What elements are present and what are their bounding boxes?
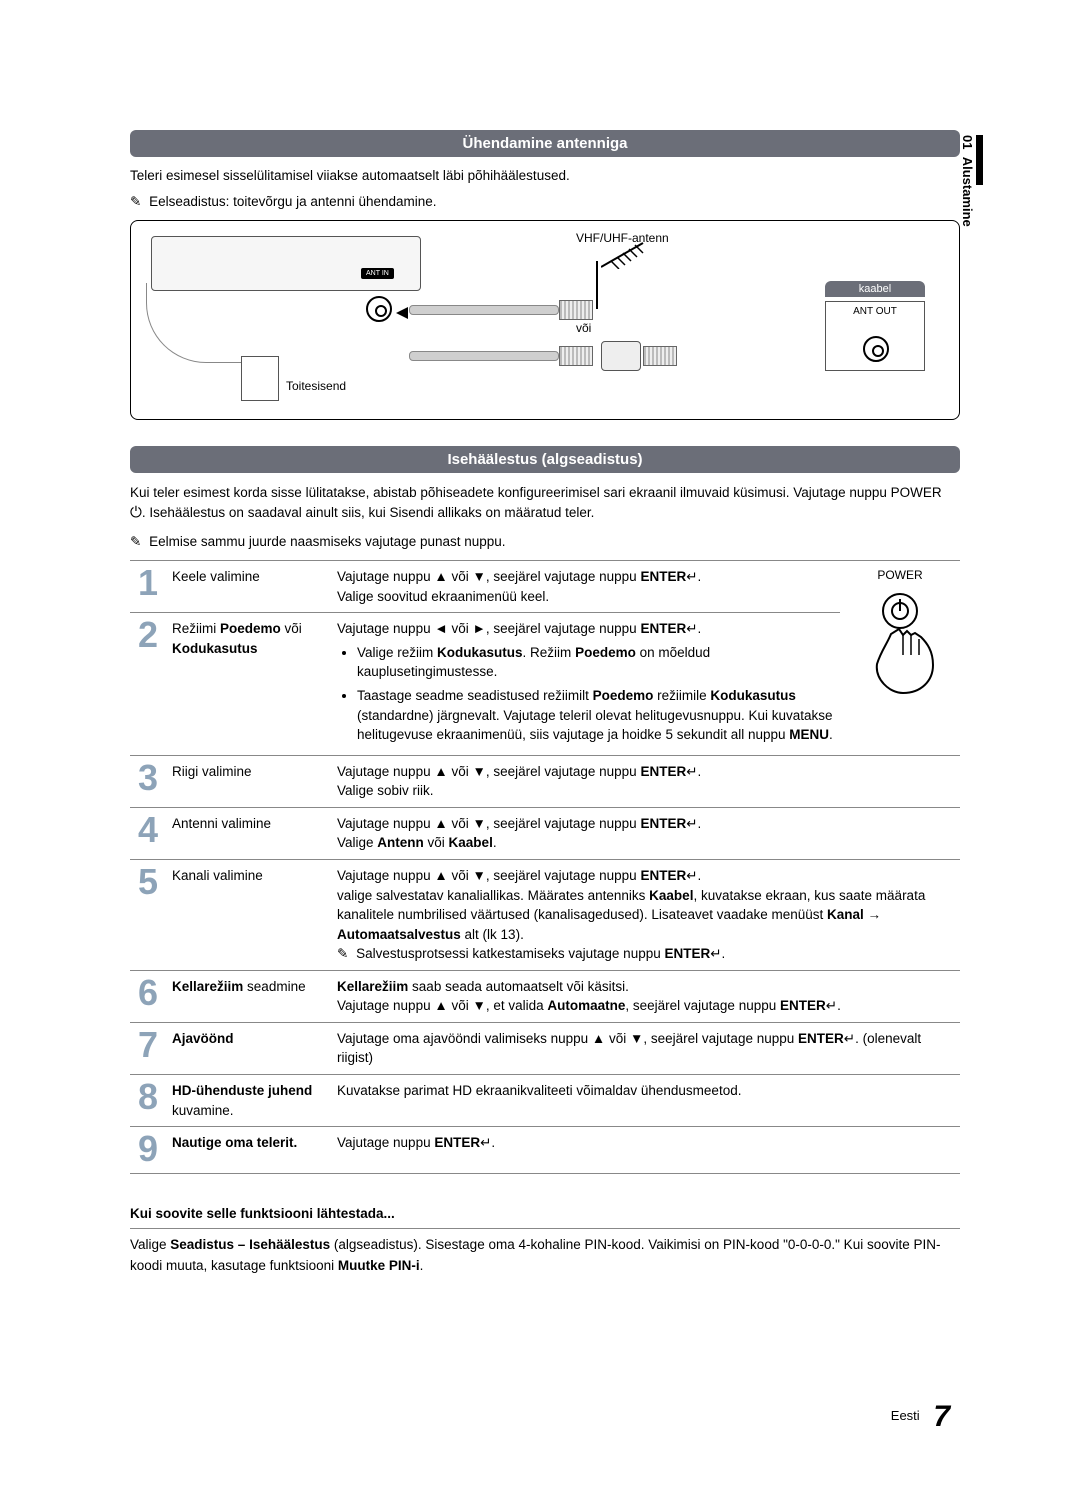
side-tab-bar [976, 135, 983, 185]
step-num: 2 [130, 613, 166, 755]
step-num: 4 [130, 807, 166, 859]
footer-lang: Eesti [891, 1408, 920, 1423]
bullet: Taastage seadme seadistused režiimilt Po… [357, 686, 834, 745]
step-row-1: 1 Keele valimine Vajutage nuppu ▲ või ▼,… [130, 561, 960, 613]
step-title: Kellarežiim seadmine [166, 970, 331, 1022]
reset-section: Kui soovite selle funktsiooni lähtestada… [130, 1204, 960, 1276]
section2-intro-2: . Isehäälestus on saadaval ainult siis, … [142, 505, 595, 520]
step-row-8: 8 HD-ühenduste juhend kuvamine. Kuvataks… [130, 1075, 960, 1127]
step-num: 6 [130, 970, 166, 1022]
section1-note: ✎ Eelseadistus: toitevõrgu ja antenni üh… [130, 194, 960, 210]
step-desc: Vajutage nuppu ◄ või ►, seejärel vajutag… [331, 613, 840, 755]
chapter-number: 01 [960, 135, 975, 149]
step-row-3: 3 Riigi valimine Vajutage nuppu ▲ või ▼,… [130, 755, 960, 807]
or-label: või [576, 321, 591, 335]
arrow-icon [396, 307, 408, 319]
step-desc: Kuvatakse parimat HD ekraanikvaliteeti v… [331, 1075, 960, 1127]
power-supply-box [241, 356, 279, 401]
plug-bottom-right [643, 346, 677, 366]
step-num: 3 [130, 755, 166, 807]
step-row-9: 9 Nautige oma telerit. Vajutage nuppu EN… [130, 1127, 960, 1174]
coax-tv-port [366, 296, 392, 322]
note-icon: ✎ [337, 944, 348, 964]
remote-hand-icon [855, 589, 945, 699]
plug-top [559, 300, 593, 320]
step-desc: Vajutage nuppu ▲ või ▼, seejärel vajutag… [331, 859, 960, 970]
antenna-diagram: ANT IN VHF/UHF-antenn või kaabel ANT OUT… [130, 220, 960, 420]
note-icon: ✎ [130, 534, 141, 550]
step-row-4: 4 Antenni valimine Vajutage nuppu ▲ või … [130, 807, 960, 859]
section-header-antenna: Ühendamine antenniga [130, 130, 960, 157]
chapter-title: Alustamine [960, 157, 975, 227]
step-row-7: 7 Ajavöönd Vajutage oma ajavööndi valimi… [130, 1022, 960, 1074]
section2-intro: Kui teler esimest korda sisse lülitataks… [130, 483, 960, 524]
splitter-box [601, 341, 641, 371]
page-footer: Eesti 7 [891, 1400, 950, 1434]
step-row-5: 5 Kanali valimine Vajutage nuppu ▲ või ▼… [130, 859, 960, 970]
plug-bottom-left [559, 346, 593, 366]
cable-bottom [409, 351, 559, 361]
step-row-2: 2 Režiimi Poedemo või Kodukasutus Vajuta… [130, 613, 960, 755]
section2-note: ✎ Eelmise sammu juurde naasmiseks vajuta… [130, 534, 960, 550]
section-header-plugplay: Isehäälestus (algseadistus) [130, 446, 960, 473]
cable-badge: kaabel [825, 281, 925, 297]
ant-in-badge: ANT IN [361, 268, 394, 279]
antenna-pole [596, 261, 598, 309]
step-num: 7 [130, 1022, 166, 1074]
wall-outlet-label: ANT OUT [826, 302, 924, 317]
step-title: Kanali valimine [166, 859, 331, 970]
steps-table: 1 Keele valimine Vajutage nuppu ▲ või ▼,… [130, 560, 960, 1174]
step-num: 9 [130, 1127, 166, 1174]
step-title: Ajavöönd [166, 1022, 331, 1074]
step-title: Riigi valimine [166, 755, 331, 807]
step-num: 5 [130, 859, 166, 970]
antenna-label: VHF/UHF-antenn [576, 231, 669, 245]
step-title: Antenni valimine [166, 807, 331, 859]
step-desc: Vajutage oma ajavööndi valimiseks nuppu … [331, 1022, 960, 1074]
step-title: HD-ühenduste juhend kuvamine. [166, 1075, 331, 1127]
step-num: 1 [130, 561, 166, 613]
power-label: POWER [877, 568, 922, 582]
note-icon: ✎ [130, 194, 141, 210]
tv-stand [146, 283, 256, 363]
step-desc: Vajutage nuppu ENTER↵. [331, 1127, 960, 1174]
step-title: Keele valimine [166, 561, 331, 613]
section2-note-text: Eelmise sammu juurde naasmiseks vajutage… [149, 534, 505, 549]
step-desc: Kellarežiim saab seada automaatselt või … [331, 970, 960, 1022]
step-desc: Vajutage nuppu ▲ või ▼, seejärel vajutag… [331, 807, 960, 859]
section1-note-text: Eelseadistus: toitevõrgu ja antenni ühen… [149, 194, 436, 209]
remote-illustration: POWER [840, 561, 960, 756]
step-desc: Vajutage nuppu ▲ või ▼, seejärel vajutag… [331, 561, 840, 613]
coax-wall-port [863, 336, 889, 362]
section2-intro-1: Kui teler esimest korda sisse lülitataks… [130, 485, 942, 500]
reset-heading: Kui soovite selle funktsiooni lähtestada… [130, 1204, 960, 1229]
step-title: Režiimi Poedemo või Kodukasutus [166, 613, 331, 755]
reset-body: Valige Seadistus – Isehäälestus (algsead… [130, 1235, 960, 1276]
bullet: Valige režiim Kodukasutus. Režiim Poedem… [357, 643, 834, 682]
step-num: 8 [130, 1075, 166, 1127]
side-tab: 01 Alustamine [960, 135, 975, 227]
step-row-6: 6 Kellarežiim seadmine Kellarežiim saab … [130, 970, 960, 1022]
step-desc: Vajutage nuppu ▲ või ▼, seejärel vajutag… [331, 755, 960, 807]
footer-page-number: 7 [933, 1400, 950, 1433]
step-title: Nautige oma telerit. [166, 1127, 331, 1174]
section1-intro: Teleri esimesel sisselülitamisel viiakse… [130, 167, 960, 186]
power-symbol-icon: ⏻ [130, 504, 142, 521]
cable-top [409, 305, 559, 315]
power-supply-label: Toitesisend [286, 379, 346, 393]
